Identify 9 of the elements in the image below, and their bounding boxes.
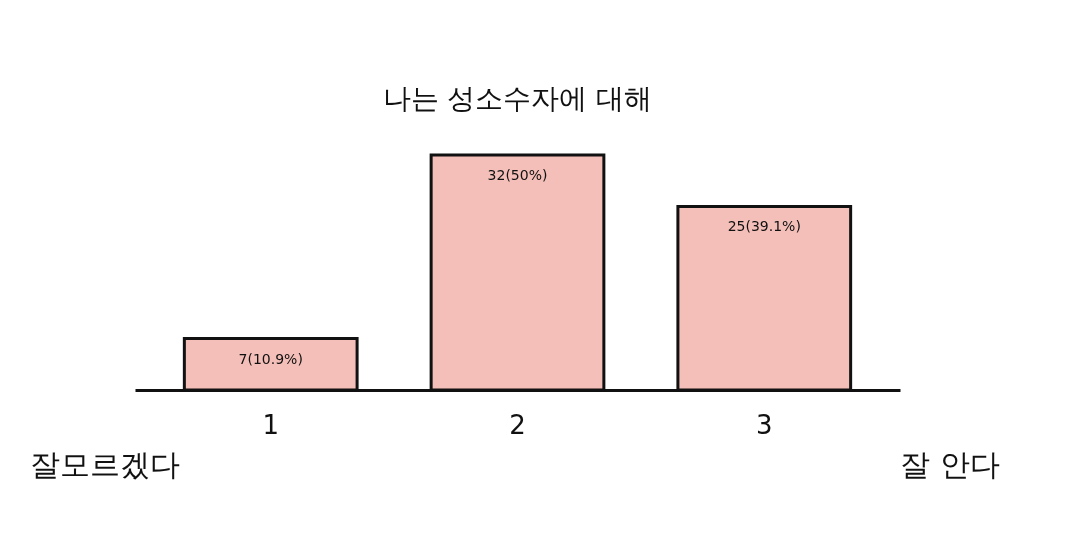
x-tick-label: 3 bbox=[756, 409, 773, 440]
chart-title: 나는 성소수자에 대해 bbox=[382, 81, 653, 115]
data-label: 25(39.1%) bbox=[727, 218, 801, 235]
x-tick-label: 2 bbox=[509, 409, 526, 440]
data-label: 32(50%) bbox=[487, 167, 548, 183]
data-label: 7(10.9%) bbox=[238, 350, 303, 367]
text: 잘모르겠다 bbox=[30, 446, 180, 484]
text: 잘 안다 bbox=[900, 446, 1000, 484]
x-tick-label: 1 bbox=[262, 409, 279, 440]
